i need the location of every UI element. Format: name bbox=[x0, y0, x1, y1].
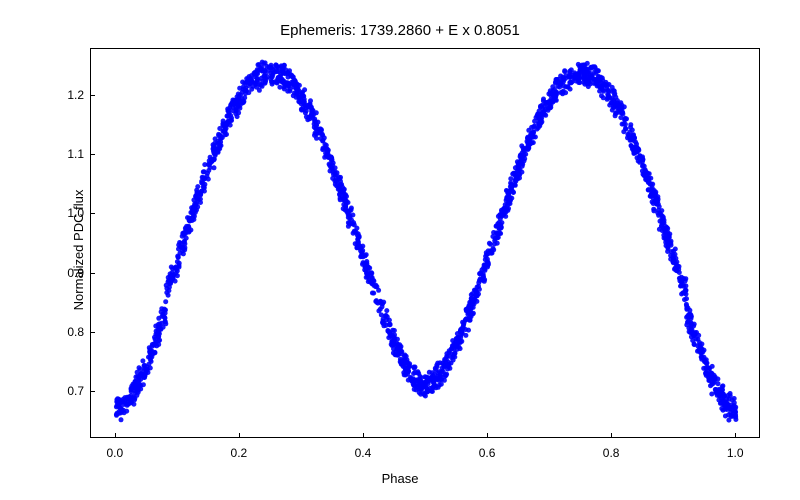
y-tick-mark bbox=[90, 95, 95, 96]
y-tick-mark bbox=[90, 332, 95, 333]
x-tick-mark bbox=[487, 433, 488, 438]
y-tick-label: 1.1 bbox=[58, 147, 84, 161]
y-tick-label: 0.7 bbox=[58, 384, 84, 398]
x-tick-label: 0.8 bbox=[603, 446, 620, 460]
y-tick-label: 0.9 bbox=[58, 266, 84, 280]
plot-area bbox=[90, 48, 760, 438]
x-tick-label: 1.0 bbox=[727, 446, 744, 460]
x-tick-label: 0.6 bbox=[479, 446, 496, 460]
y-tick-label: 1.2 bbox=[58, 88, 84, 102]
y-tick-label: 0.8 bbox=[58, 325, 84, 339]
y-tick-mark bbox=[90, 273, 95, 274]
chart-container: Ephemeris: 1739.2860 + E x 0.8051 Normal… bbox=[0, 0, 800, 500]
x-tick-label: 0.0 bbox=[106, 446, 123, 460]
chart-title: Ephemeris: 1739.2860 + E x 0.8051 bbox=[0, 22, 800, 39]
x-tick-mark bbox=[611, 433, 612, 438]
y-tick-mark bbox=[90, 391, 95, 392]
x-axis-label: Phase bbox=[0, 471, 800, 486]
x-tick-mark bbox=[363, 433, 364, 438]
y-tick-mark bbox=[90, 213, 95, 214]
x-tick-mark bbox=[735, 433, 736, 438]
x-tick-mark bbox=[115, 433, 116, 438]
y-tick-label: 1.0 bbox=[58, 206, 84, 220]
y-tick-mark bbox=[90, 154, 95, 155]
data-points-layer bbox=[91, 49, 761, 439]
x-tick-label: 0.2 bbox=[231, 446, 248, 460]
x-tick-label: 0.4 bbox=[355, 446, 372, 460]
x-tick-mark bbox=[239, 433, 240, 438]
